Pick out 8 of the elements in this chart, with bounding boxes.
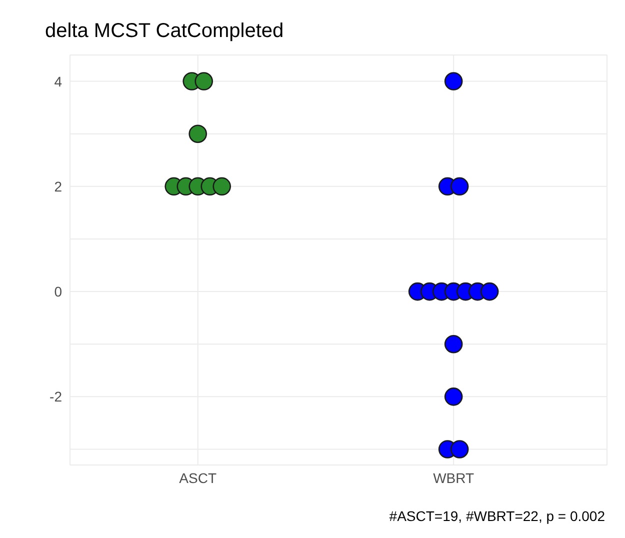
y-tick-label: 4 — [54, 73, 62, 90]
y-tick-label: 0 — [54, 284, 62, 300]
y-tick-label: -2 — [50, 388, 62, 405]
x-tick-label: ASCT — [179, 470, 217, 486]
text: #ASCT=19, #WBRT=22, p = 0.002 — [389, 508, 605, 524]
x-tick-label: WBRT — [433, 470, 474, 486]
y-tick-label: 2 — [54, 178, 62, 194]
chart-title: delta MCST CatCompleted — [45, 20, 284, 43]
